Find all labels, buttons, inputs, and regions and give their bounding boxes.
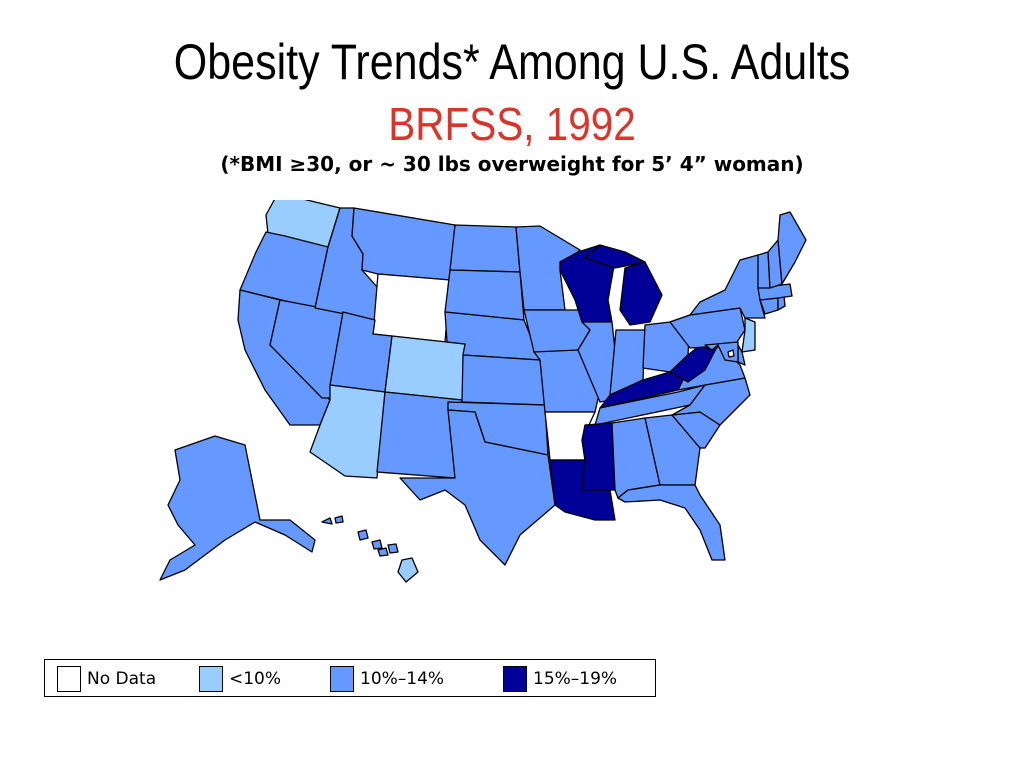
legend-swatch-10-14 (330, 666, 354, 692)
state-ak[interactable] (159, 435, 316, 581)
state-fl[interactable] (617, 484, 726, 561)
map-legend: No Data <10% 10%–14% 15%–19% (44, 659, 656, 697)
legend-item-10-14: 10%–14% (330, 665, 444, 693)
legend-item-no-data: No Data (57, 665, 156, 693)
state-dc[interactable] (727, 349, 735, 358)
legend-label-lt10: <10% (229, 669, 282, 689)
state-hi-big[interactable] (397, 557, 419, 583)
legend-label-no-data: No Data (87, 669, 157, 689)
state-mi[interactable] (619, 261, 663, 326)
state-sd[interactable] (444, 269, 525, 321)
state-me[interactable] (777, 211, 807, 285)
state-nj[interactable] (741, 317, 756, 353)
state-co[interactable] (384, 335, 466, 401)
page-title: Obesity Trends* Among U.S. Adults (173, 34, 851, 90)
legend-swatch-lt10 (199, 666, 223, 692)
legend-label-10-14: 10%–14% (360, 669, 445, 689)
state-mt[interactable] (351, 207, 456, 281)
state-tx[interactable] (399, 409, 556, 566)
state-nd[interactable] (449, 224, 521, 273)
legend-label-15-19: 15%–19% (533, 669, 618, 689)
state-ks[interactable] (461, 354, 546, 406)
state-wy[interactable] (372, 273, 451, 343)
legend-item-15-19: 15%–19% (503, 665, 617, 693)
state-ms[interactable] (581, 422, 616, 491)
legend-swatch-no-data (57, 666, 81, 692)
legend-swatch-15-19 (503, 666, 527, 692)
legend-item-lt10: <10% (199, 665, 281, 693)
bmi-footnote: (*BMI ≥30, or ~ 30 lbs overweight for 5’… (220, 152, 804, 176)
us-obesity-map (159, 200, 807, 583)
state-hi[interactable] (321, 515, 399, 557)
state-ny[interactable] (689, 254, 766, 319)
page-subtitle: BRFSS, 1992 (388, 98, 636, 150)
state-mi-up[interactable] (584, 244, 646, 269)
state-wi[interactable] (559, 244, 616, 323)
